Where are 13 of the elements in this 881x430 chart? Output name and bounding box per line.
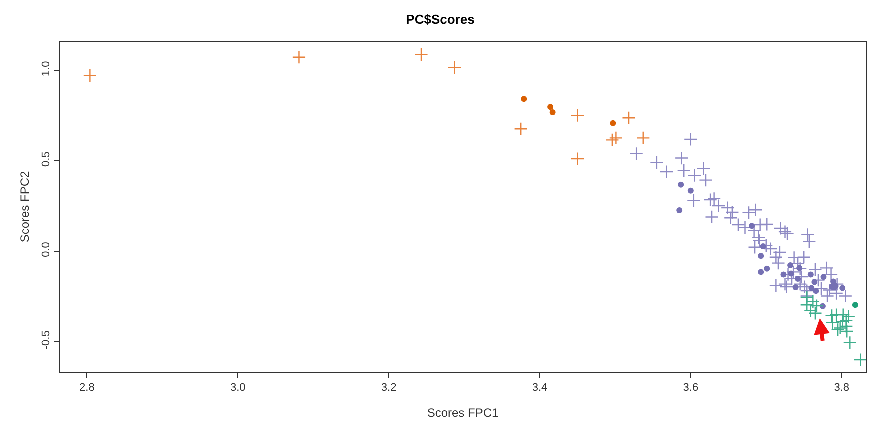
chart-title: PC$Scores	[406, 12, 475, 28]
x-tick-label: 2.8	[80, 382, 95, 394]
x-tick-label: 3.2	[381, 382, 397, 394]
y-axis-title: Scores FPC2	[18, 171, 32, 243]
y-tick-label: 0.0	[40, 242, 53, 258]
y-tick-label: -0.5	[40, 330, 53, 350]
x-tick-label: 3.4	[532, 382, 548, 394]
y-tick-label: 1.0	[40, 61, 53, 77]
x-axis-title: Scores FPC1	[427, 406, 499, 420]
y-tick-label: 0.5	[40, 152, 53, 167]
x-tick-label: 3.8	[834, 382, 850, 394]
x-tick-label: 3.0	[230, 382, 246, 394]
x-tick-label: 3.6	[683, 382, 699, 394]
